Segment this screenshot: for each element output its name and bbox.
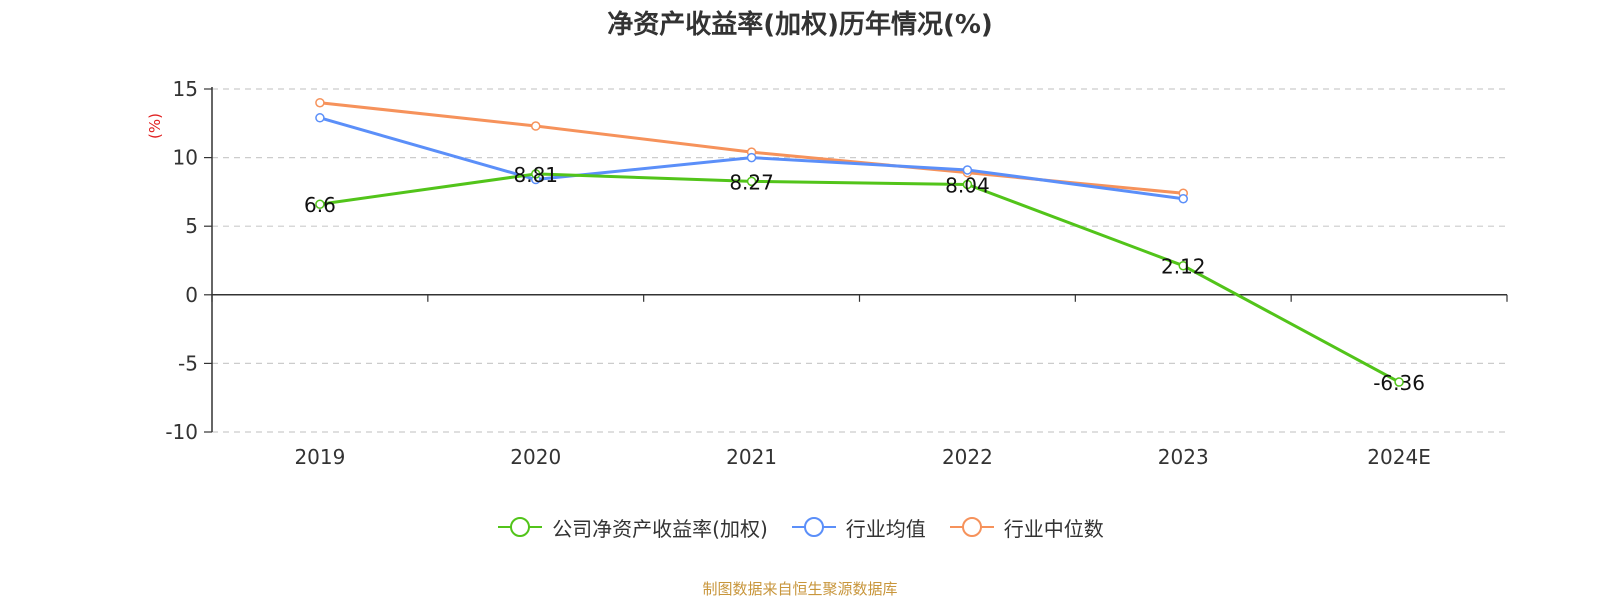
y-tick-label-0: -10 bbox=[165, 420, 198, 444]
axes bbox=[204, 87, 1508, 433]
x-tick-label-4: 2023 bbox=[1158, 445, 1209, 469]
legend-item-2[interactable]: 行业中位数 bbox=[948, 513, 1104, 542]
data-label-0-4: 2.12 bbox=[1161, 255, 1206, 279]
data-label-0-1: 8.81 bbox=[513, 163, 558, 187]
series-0-point-5 bbox=[1394, 377, 1404, 387]
gridlines bbox=[212, 88, 1507, 433]
series-1-point-0 bbox=[315, 113, 325, 123]
data-label-0-3: 8.04 bbox=[945, 173, 990, 197]
y-tick-labels: -10 -5 0 5 10 15 bbox=[165, 77, 198, 444]
y-axis-label: (%) bbox=[146, 113, 164, 139]
y-tick-label-4: 10 bbox=[173, 146, 198, 170]
x-tick-labels: 2019 2020 2021 2022 2023 2024E bbox=[294, 445, 1430, 469]
legend-item-0[interactable]: 公司净资产收益率(加权) bbox=[496, 513, 768, 542]
series-1-point-2 bbox=[746, 152, 757, 163]
chart-title: 净资产收益率(加权)历年情况(%) bbox=[607, 9, 993, 40]
series-1-point-4 bbox=[1178, 194, 1188, 204]
series-0-point-1 bbox=[531, 169, 541, 179]
y-tick-label-2: 0 bbox=[185, 283, 198, 307]
legend-item-1[interactable]: 行业均值 bbox=[790, 513, 926, 542]
series-0-point-2 bbox=[746, 176, 757, 187]
legend-line-circle-icon bbox=[498, 517, 543, 537]
data-label-0-2: 8.27 bbox=[729, 170, 774, 194]
series-0-point-0 bbox=[315, 199, 325, 209]
x-tick-label-5: 2024E bbox=[1367, 445, 1431, 469]
series-2-point-0 bbox=[315, 97, 325, 108]
x-tick-label-1: 2020 bbox=[510, 445, 561, 469]
data-label-0-5: -6.36 bbox=[1373, 371, 1425, 395]
x-tick-label-2: 2021 bbox=[726, 445, 777, 469]
x-tick-label-0: 2019 bbox=[294, 445, 345, 469]
series-line-0 bbox=[319, 172, 1400, 384]
y-tick-label-1: -5 bbox=[178, 351, 198, 375]
series-1-point-3 bbox=[962, 165, 973, 175]
legend-label-2: 行业中位数 bbox=[1003, 516, 1104, 541]
legend-line-circle-icon bbox=[949, 517, 994, 537]
series-lines bbox=[315, 97, 1404, 387]
source-note: 制图数据来自恒生聚源数据库 bbox=[702, 580, 898, 598]
x-tick-label-3: 2022 bbox=[942, 445, 993, 469]
legend-label-0: 公司净资产收益率(加权) bbox=[552, 516, 768, 541]
legend-line-circle-icon bbox=[791, 517, 836, 537]
legend-label-1: 行业均值 bbox=[845, 516, 926, 541]
series-2-point-1 bbox=[531, 121, 541, 131]
legend: 公司净资产收益率(加权) 行业均值 行业中位数 bbox=[0, 512, 1600, 542]
series-0-point-3 bbox=[962, 179, 973, 190]
data-label-0-0: 6.6 bbox=[304, 193, 336, 217]
data-labels: 6.6 8.81 8.27 8.04 2.12 -6.36 bbox=[304, 163, 1425, 395]
series-0-point-4 bbox=[1178, 260, 1188, 271]
y-tick-label-5: 15 bbox=[173, 77, 198, 101]
y-tick-label-3: 5 bbox=[185, 214, 198, 238]
